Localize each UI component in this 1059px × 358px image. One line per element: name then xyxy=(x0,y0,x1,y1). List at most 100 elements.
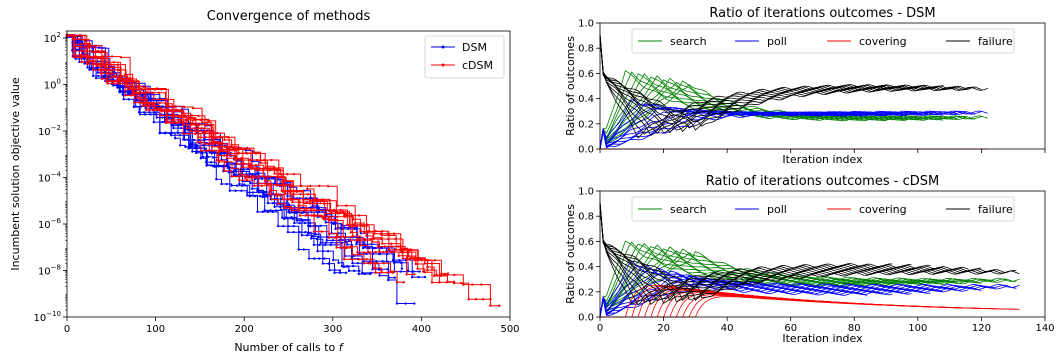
data-point xyxy=(326,249,330,253)
data-point xyxy=(200,127,203,130)
data-point xyxy=(357,214,361,217)
data-point xyxy=(211,156,215,159)
data-point xyxy=(343,212,346,215)
data-point xyxy=(462,283,465,286)
data-point xyxy=(263,190,267,194)
data-point xyxy=(88,68,92,71)
data-point xyxy=(294,211,298,215)
data-point xyxy=(359,223,362,226)
legend-label: DSM xyxy=(462,41,487,54)
data-point xyxy=(362,261,366,265)
x-tick-label: 140 xyxy=(1035,323,1054,334)
data-point xyxy=(354,221,357,225)
data-point xyxy=(365,234,368,238)
data-point xyxy=(228,189,232,192)
data-point xyxy=(282,224,285,228)
data-point xyxy=(203,132,207,135)
data-point xyxy=(329,243,332,247)
data-point xyxy=(257,175,261,178)
data-point xyxy=(333,271,336,275)
ratio-line xyxy=(599,110,988,149)
data-point xyxy=(108,79,112,82)
data-point xyxy=(195,144,199,147)
x-axis-label: Number of calls to f xyxy=(234,341,344,354)
data-point xyxy=(106,82,109,85)
data-point xyxy=(283,192,287,196)
data-point xyxy=(302,202,305,205)
data-point xyxy=(276,224,280,228)
data-point xyxy=(185,118,189,122)
data-point xyxy=(335,246,338,249)
data-point xyxy=(208,151,211,154)
data-point xyxy=(245,178,248,182)
data-point xyxy=(74,57,77,61)
data-point xyxy=(101,55,105,58)
data-point xyxy=(398,258,401,262)
data-point xyxy=(185,127,189,130)
data-point xyxy=(292,193,295,196)
data-point xyxy=(279,172,282,176)
data-point xyxy=(280,189,283,192)
data-point xyxy=(359,244,362,247)
data-point xyxy=(314,198,317,201)
data-point xyxy=(80,60,83,64)
data-point xyxy=(157,99,160,102)
legend-box xyxy=(631,196,1015,222)
data-point xyxy=(317,211,321,214)
data-point xyxy=(347,227,350,231)
data-point xyxy=(432,274,436,278)
data-point xyxy=(337,261,340,265)
data-point xyxy=(354,224,358,228)
data-point xyxy=(382,262,386,265)
data-point xyxy=(218,150,221,153)
data-point xyxy=(168,109,171,113)
data-point xyxy=(248,194,251,198)
y-tick-label: 10−6 xyxy=(38,217,62,231)
x-tick-label: 100 xyxy=(908,323,927,334)
data-point xyxy=(246,194,249,197)
data-point xyxy=(323,243,327,247)
data-point xyxy=(261,210,264,214)
data-point xyxy=(236,152,240,155)
data-point xyxy=(166,120,169,124)
series-markers xyxy=(65,34,501,307)
data-point xyxy=(343,245,346,248)
data-point xyxy=(316,249,319,253)
data-point xyxy=(378,274,381,277)
data-point xyxy=(134,105,137,108)
data-point xyxy=(87,60,91,64)
data-point xyxy=(335,212,339,215)
data-point xyxy=(97,74,100,78)
data-point xyxy=(211,145,214,148)
data-point xyxy=(275,209,278,212)
data-point xyxy=(357,258,361,261)
data-point xyxy=(202,138,206,142)
data-point xyxy=(196,140,200,144)
data-point xyxy=(394,248,397,251)
legend: DSM cDSM xyxy=(424,35,505,79)
legend: search poll covering failure xyxy=(631,28,1015,54)
data-point xyxy=(225,157,229,160)
data-point xyxy=(318,184,321,188)
data-point xyxy=(435,273,438,277)
data-point xyxy=(239,146,242,150)
data-point xyxy=(183,138,186,142)
data-point xyxy=(243,162,246,166)
data-point xyxy=(310,211,313,214)
data-point xyxy=(141,104,144,108)
data-point xyxy=(125,85,129,88)
data-point xyxy=(250,176,254,180)
data-point xyxy=(74,34,78,37)
data-point xyxy=(357,272,360,276)
data-point xyxy=(452,281,456,285)
data-point xyxy=(347,269,351,273)
data-point xyxy=(164,105,168,108)
data-point xyxy=(290,209,293,212)
data-point xyxy=(275,184,279,187)
data-point xyxy=(397,254,401,258)
data-point xyxy=(203,142,207,146)
data-point xyxy=(73,45,76,48)
data-point xyxy=(339,271,342,275)
data-point xyxy=(234,189,237,192)
data-point xyxy=(129,94,133,97)
